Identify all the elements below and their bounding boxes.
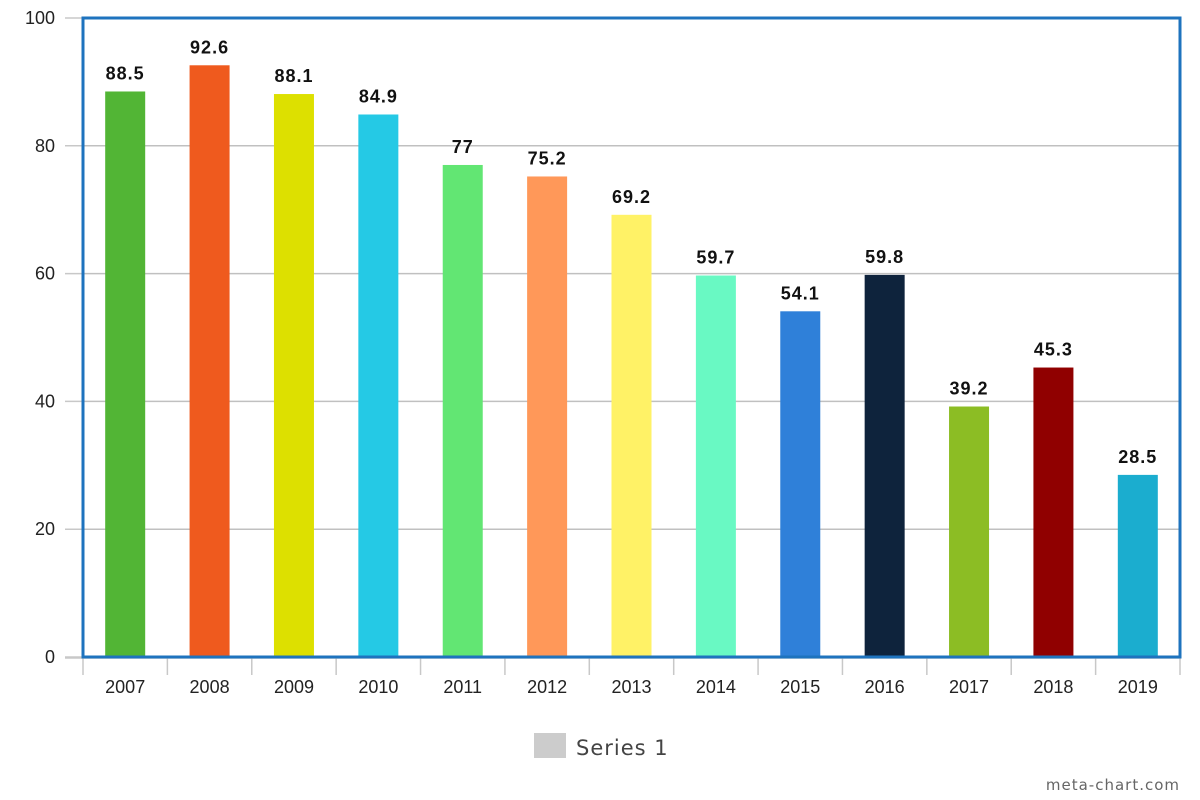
data-label-2015: 54.1 [781, 283, 820, 303]
x-axis: 2007 2008 2009 2010 2011 2012 2013 2014 2015 2016… [65, 657, 1181, 697]
x-tick-label-2017: 2017 [949, 677, 989, 697]
data-label-2010: 84.9 [359, 86, 398, 106]
x-tick-label-2008: 2008 [190, 677, 230, 697]
data-label-2018: 45.3 [1034, 340, 1073, 360]
y-tick-label: 40 [35, 391, 55, 411]
data-label-2008: 92.6 [190, 37, 229, 57]
x-tick-label-2016: 2016 [865, 677, 905, 697]
y-axis: 0 20 40 60 80 100 [25, 8, 83, 667]
bar-2019[interactable] [1117, 474, 1158, 657]
x-tick-label-2014: 2014 [696, 677, 736, 697]
data-label-2012: 75.2 [528, 148, 567, 168]
x-tick-label-2018: 2018 [1033, 677, 1073, 697]
bar-2007[interactable] [105, 91, 146, 658]
bar-2017[interactable] [949, 406, 990, 657]
data-label-2013: 69.2 [612, 187, 651, 207]
y-tick-label: 20 [35, 519, 55, 539]
y-tick-label: 0 [45, 647, 55, 667]
legend-label[interactable]: Series 1 [576, 736, 669, 760]
x-tick-label-2010: 2010 [358, 677, 398, 697]
x-tick-label-2007: 2007 [105, 677, 145, 697]
x-tick-label-2011: 2011 [443, 677, 482, 697]
bar-2014[interactable] [695, 275, 736, 657]
data-label-2016: 59.8 [865, 247, 904, 267]
bar-2010[interactable] [358, 114, 399, 657]
bar-2008[interactable] [189, 65, 230, 657]
bar-2015[interactable] [780, 311, 821, 657]
data-label-2009: 88.1 [274, 66, 313, 86]
bar-2012[interactable] [527, 176, 568, 658]
x-tick-label-2013: 2013 [611, 677, 651, 697]
bar-2018[interactable] [1033, 367, 1074, 657]
bar-2013[interactable] [611, 214, 652, 657]
data-label-2019: 28.5 [1118, 447, 1157, 467]
legend-swatch[interactable] [534, 733, 566, 758]
data-label-2014: 59.7 [696, 248, 735, 268]
data-label-2011: 77 [452, 137, 474, 157]
plot-frame [81, 16, 1182, 659]
x-tick-label-2019: 2019 [1118, 677, 1158, 697]
bars [105, 65, 1158, 658]
x-tick-label-2012: 2012 [527, 677, 567, 697]
x-tick-label-2015: 2015 [780, 677, 820, 697]
bar-2016[interactable] [864, 274, 905, 657]
y-tick-label: 80 [35, 136, 55, 156]
y-tick-label: 100 [25, 8, 55, 28]
y-tick-label: 60 [35, 264, 55, 284]
credit-text: meta-chart.com [1046, 776, 1180, 794]
data-label-2017: 39.2 [950, 379, 989, 399]
legend[interactable]: Series 1 [534, 733, 669, 760]
data-label-2007: 88.5 [106, 63, 145, 83]
bar-2011[interactable] [442, 164, 483, 657]
data-labels: 88.5 92.6 88.1 84.9 77 75.2 69.2 59.7 54.1 59.8 39… [106, 37, 1157, 467]
bar-2009[interactable] [273, 94, 314, 657]
x-tick-label-2009: 2009 [274, 677, 314, 697]
